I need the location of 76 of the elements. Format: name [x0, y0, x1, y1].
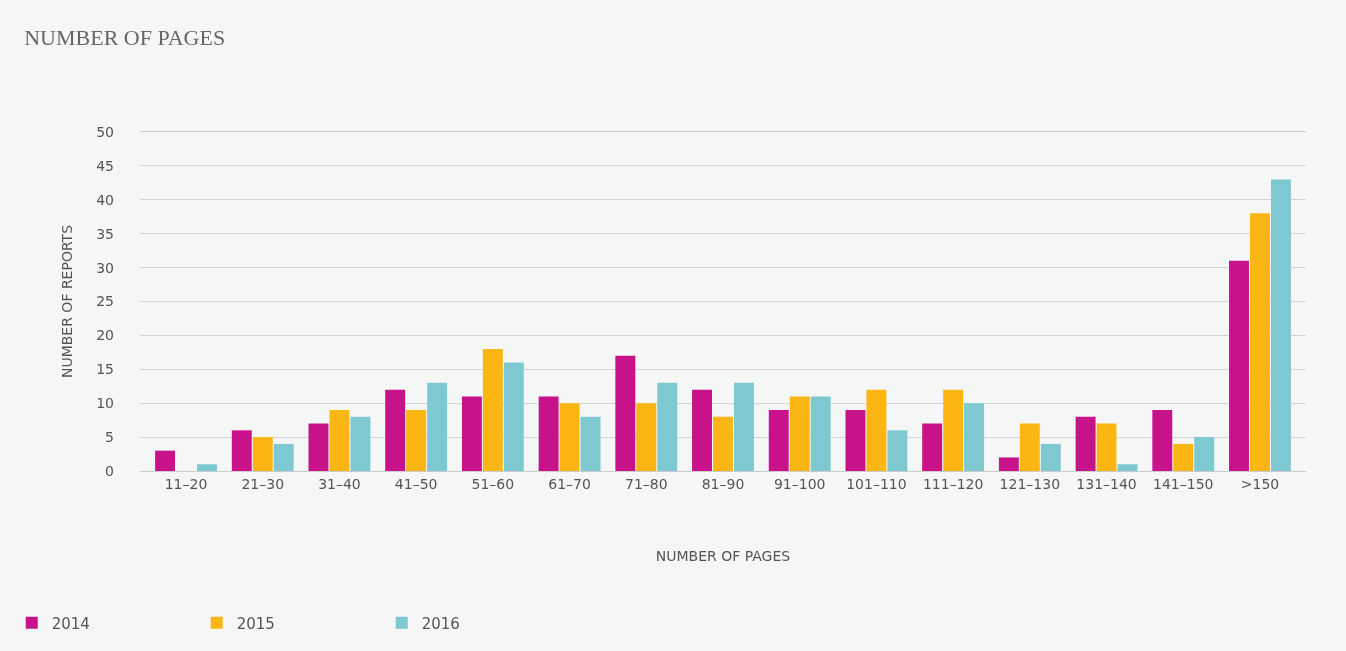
y-tick-label: 10 [96, 395, 114, 412]
x-tick-label: 31–40 [318, 475, 361, 492]
bar [615, 355, 636, 471]
bar [692, 389, 712, 471]
bar [580, 416, 601, 471]
y-tick-label: 50 [96, 123, 114, 140]
x-tick-label: 91–100 [773, 475, 826, 492]
x-tick-label: 61–70 [548, 475, 591, 492]
legend-label: 2016 [421, 614, 460, 633]
bar [350, 416, 371, 471]
y-tick-label: 20 [96, 327, 114, 344]
x-tick-label: 11–20 [164, 475, 208, 492]
x-tick-label: 51–60 [471, 475, 515, 492]
bar [538, 396, 559, 471]
x-tick-label: 141–150 [1153, 475, 1214, 492]
bar [385, 389, 406, 471]
y-tick-label: 15 [96, 361, 114, 378]
y-tick-label: 25 [96, 293, 114, 310]
x-tick-label: 81–90 [701, 475, 745, 492]
bar [503, 362, 524, 471]
bar [1173, 443, 1194, 471]
bar [943, 389, 964, 471]
bar [657, 382, 678, 471]
x-tick-label: 121–130 [999, 475, 1061, 492]
chart-title: NUMBER OF PAGES [24, 24, 226, 50]
y-tick-label: 40 [96, 191, 114, 208]
x-tick-label: 21–30 [241, 475, 285, 492]
legend-label: 2014 [51, 614, 90, 633]
bar [482, 348, 503, 471]
bar [789, 396, 810, 471]
bar [1075, 416, 1096, 471]
bar [866, 389, 887, 471]
bar [810, 396, 831, 471]
bar [922, 423, 943, 471]
bar [636, 403, 657, 471]
bar [559, 403, 580, 471]
x-tick-label: 41–50 [394, 475, 438, 492]
bar [1152, 409, 1173, 471]
y-tick-label: 30 [96, 259, 114, 276]
bar [273, 443, 294, 471]
bar [427, 382, 448, 471]
bar [1019, 423, 1040, 471]
x-tick-label: 101–110 [846, 475, 907, 492]
legend-label: 2015 [236, 614, 275, 633]
bar [1229, 260, 1249, 471]
bar [998, 457, 1019, 471]
y-axis-title: NUMBER OF REPORTS [58, 224, 75, 379]
bar [308, 423, 329, 471]
bar [406, 409, 427, 471]
x-tick-label: >150 [1240, 475, 1280, 492]
bar [461, 396, 482, 471]
bar [845, 409, 866, 471]
bar [1250, 213, 1270, 471]
bar [1040, 443, 1061, 471]
bar [197, 464, 217, 471]
y-tick-label: 0 [105, 462, 114, 479]
y-tick-label: 5 [105, 429, 114, 445]
x-tick-label: 71–80 [624, 475, 668, 492]
bar [734, 382, 754, 471]
bar [252, 437, 273, 471]
x-tick-label: 111–120 [922, 475, 984, 492]
bar [1194, 437, 1215, 471]
bar [1096, 423, 1117, 471]
bar [887, 430, 908, 471]
bar [713, 416, 733, 471]
bar [231, 430, 252, 471]
x-tick-label: 131–140 [1076, 475, 1137, 492]
bar [768, 409, 789, 471]
y-tick-label: 35 [96, 225, 114, 242]
bar [1270, 179, 1291, 471]
bar [155, 450, 176, 471]
bar [1117, 464, 1138, 471]
y-tick-label: 45 [96, 157, 114, 174]
x-axis-title: NUMBER OF PAGES [655, 548, 791, 565]
bar [329, 409, 350, 471]
bar [964, 403, 985, 471]
